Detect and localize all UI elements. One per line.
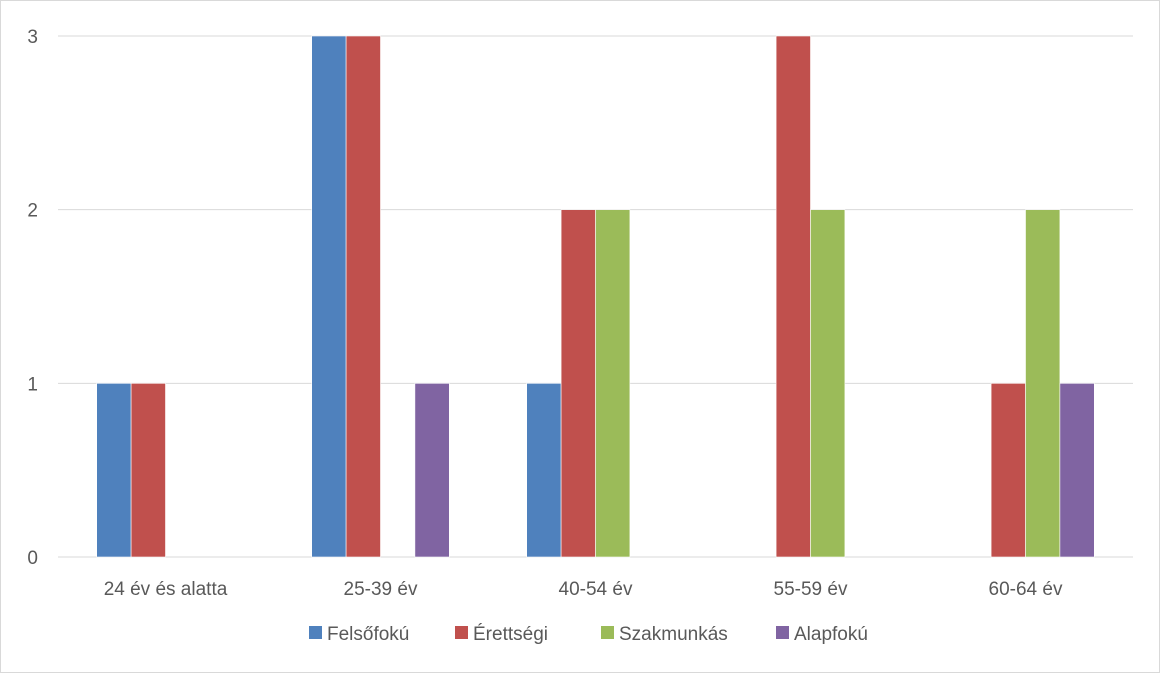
x-tick-label: 40-54 év — [559, 579, 633, 600]
legend-item: Érettségi — [455, 624, 548, 645]
legend-label: Felsőfokú — [327, 624, 409, 645]
bars — [96, 35, 1095, 558]
bar-Érettségi-55-59 év — [775, 35, 811, 558]
bar-Felsőfokú-24 év és alatta — [96, 383, 132, 558]
bar-Szakmunkás-60-64 év — [1025, 209, 1061, 558]
x-axis-ticks: 24 év és alatta 25-39 év 40-54 év 55-59 év 6… — [104, 579, 1063, 600]
x-tick-label: 55-59 év — [774, 579, 848, 600]
legend-label: Alapfokú — [794, 624, 868, 645]
legend: Felsőfokú Érettségi Szakmunkás Alapfokú — [309, 624, 868, 645]
bar-Szakmunkás-40-54 év — [595, 209, 631, 558]
legend-item: Felsőfokú — [309, 624, 409, 645]
bar-Felsőfokú-25-39 év — [311, 35, 347, 558]
legend-swatch — [309, 626, 322, 639]
y-axis-ticks: 0 1 2 3 — [27, 27, 38, 569]
legend-item: Alapfokú — [776, 624, 868, 645]
bar-Felsőfokú-40-54 év — [526, 383, 562, 558]
legend-item: Szakmunkás — [601, 624, 728, 645]
x-tick-label: 60-64 év — [989, 579, 1063, 600]
bar-Érettségi-40-54 év — [560, 209, 596, 558]
legend-label: Érettségi — [473, 624, 548, 645]
legend-label: Szakmunkás — [619, 624, 728, 645]
legend-swatch — [776, 626, 789, 639]
legend-swatch — [601, 626, 614, 639]
bar-Érettségi-25-39 év — [345, 35, 381, 558]
y-tick-label: 1 — [27, 374, 38, 395]
bar-Szakmunkás-55-59 év — [810, 209, 846, 558]
y-tick-label: 3 — [27, 27, 38, 48]
x-tick-label: 25-39 év — [344, 579, 418, 600]
x-tick-label: 24 év és alatta — [104, 579, 228, 600]
y-tick-label: 0 — [27, 548, 38, 569]
y-tick-label: 2 — [27, 201, 38, 222]
bar-Érettségi-24 év és alatta — [130, 383, 166, 558]
bar-Alapfokú-25-39 év — [414, 383, 450, 558]
bar-Alapfokú-60-64 év — [1059, 383, 1095, 558]
bar-Érettségi-60-64 év — [990, 383, 1026, 558]
legend-swatch — [455, 626, 468, 639]
